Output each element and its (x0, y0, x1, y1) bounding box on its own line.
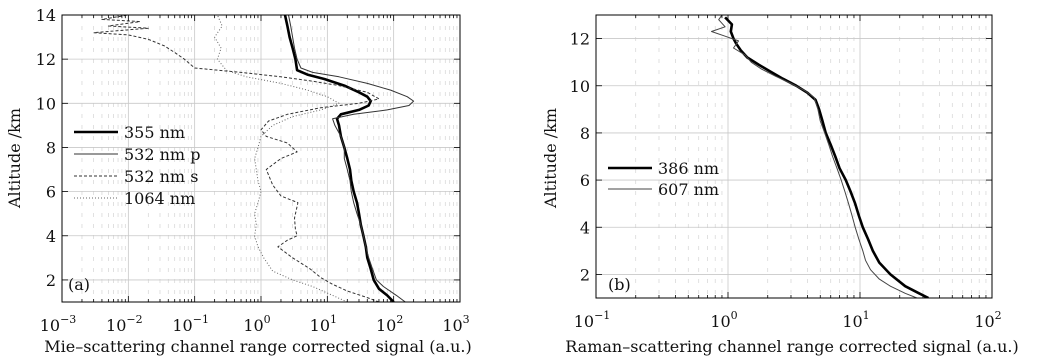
x-tick-label: 101 (310, 313, 337, 335)
panel-a-series (93, 15, 415, 302)
panel-b-x-axis-label: Raman–scattering channel range corrected… (565, 337, 1018, 356)
legend-label: 386 nm (658, 159, 719, 178)
series-line-607-nm (711, 15, 918, 298)
panel-a-legend: 355 nm 532 nm p 532 nm s 1064 nm (74, 123, 200, 208)
x-tick-label: 102 (974, 309, 1001, 331)
y-tick-label: 2 (46, 271, 56, 290)
panel-b: 10−1 100 101 102 2 4 6 8 10 12 Altitude /km Rama… (541, 14, 1019, 356)
y-tick-label: 8 (580, 124, 590, 143)
panel-b-grid (596, 15, 992, 298)
y-tick-label: 6 (46, 183, 56, 202)
y-tick-label: 8 (46, 138, 56, 157)
panel-b-y-axis-label: Altitude /km (541, 108, 560, 209)
x-tick-label: 100 (243, 313, 270, 335)
panel-a: 10−3 10−2 10−1 100 101 102 103 2 4 6 8 10 12 14 Alti… (5, 6, 472, 356)
y-tick-label: 4 (46, 227, 56, 246)
series-line-355-nm (283, 15, 395, 302)
legend-label: 532 nm s (124, 167, 198, 186)
panel-b-x-tick-labels: 10−1 100 101 102 (574, 309, 1002, 331)
panel-b-plot-frame (595, 14, 993, 299)
panel-a-x-tick-labels: 10−3 10−2 10−1 100 101 102 103 (40, 313, 470, 335)
x-tick-label: 10−1 (172, 313, 209, 335)
panel-a-y-tick-labels: 2 4 6 8 10 12 14 (36, 6, 56, 290)
panel-a-panel-label: (a) (68, 275, 90, 294)
panel-b-y-tick-labels: 2 4 6 8 10 12 (570, 30, 590, 285)
x-tick-label: 10−2 (106, 313, 143, 335)
legend-label: 1064 nm (124, 189, 195, 208)
series-line-532-nm-s (93, 15, 380, 302)
y-tick-label: 6 (580, 171, 590, 190)
panel-b-ticks (595, 15, 992, 298)
x-tick-label: 10−3 (40, 313, 77, 335)
y-tick-label: 12 (36, 50, 56, 69)
series-line-532-nm-p (288, 15, 415, 302)
legend-label: 532 nm p (124, 145, 200, 164)
panel-b-panel-label: (b) (608, 275, 631, 294)
y-tick-label: 10 (36, 94, 56, 113)
y-tick-label: 2 (580, 265, 590, 284)
panel-a-grid (62, 15, 460, 302)
x-tick-label: 100 (710, 309, 737, 331)
legend-label: 355 nm (124, 123, 185, 142)
x-tick-label: 102 (376, 313, 403, 335)
y-tick-label: 12 (570, 30, 590, 49)
y-tick-label: 10 (570, 77, 590, 96)
panel-b-legend: 386 nm 607 nm (608, 159, 719, 199)
series-line-1064-nm (214, 15, 348, 302)
panel-a-x-axis-label: Mie–scattering channel range corrected s… (44, 337, 471, 356)
x-tick-label: 101 (842, 309, 869, 331)
series-line-386-nm (724, 16, 929, 298)
x-tick-label: 103 (442, 313, 469, 335)
panel-b-series (711, 15, 929, 298)
legend-label: 607 nm (658, 180, 719, 199)
panel-a-ticks (61, 14, 460, 302)
x-tick-label: 10−1 (574, 309, 611, 331)
y-tick-label: 4 (580, 218, 590, 237)
y-tick-label: 14 (36, 6, 56, 25)
panel-a-y-axis-label: Altitude /km (5, 108, 24, 209)
